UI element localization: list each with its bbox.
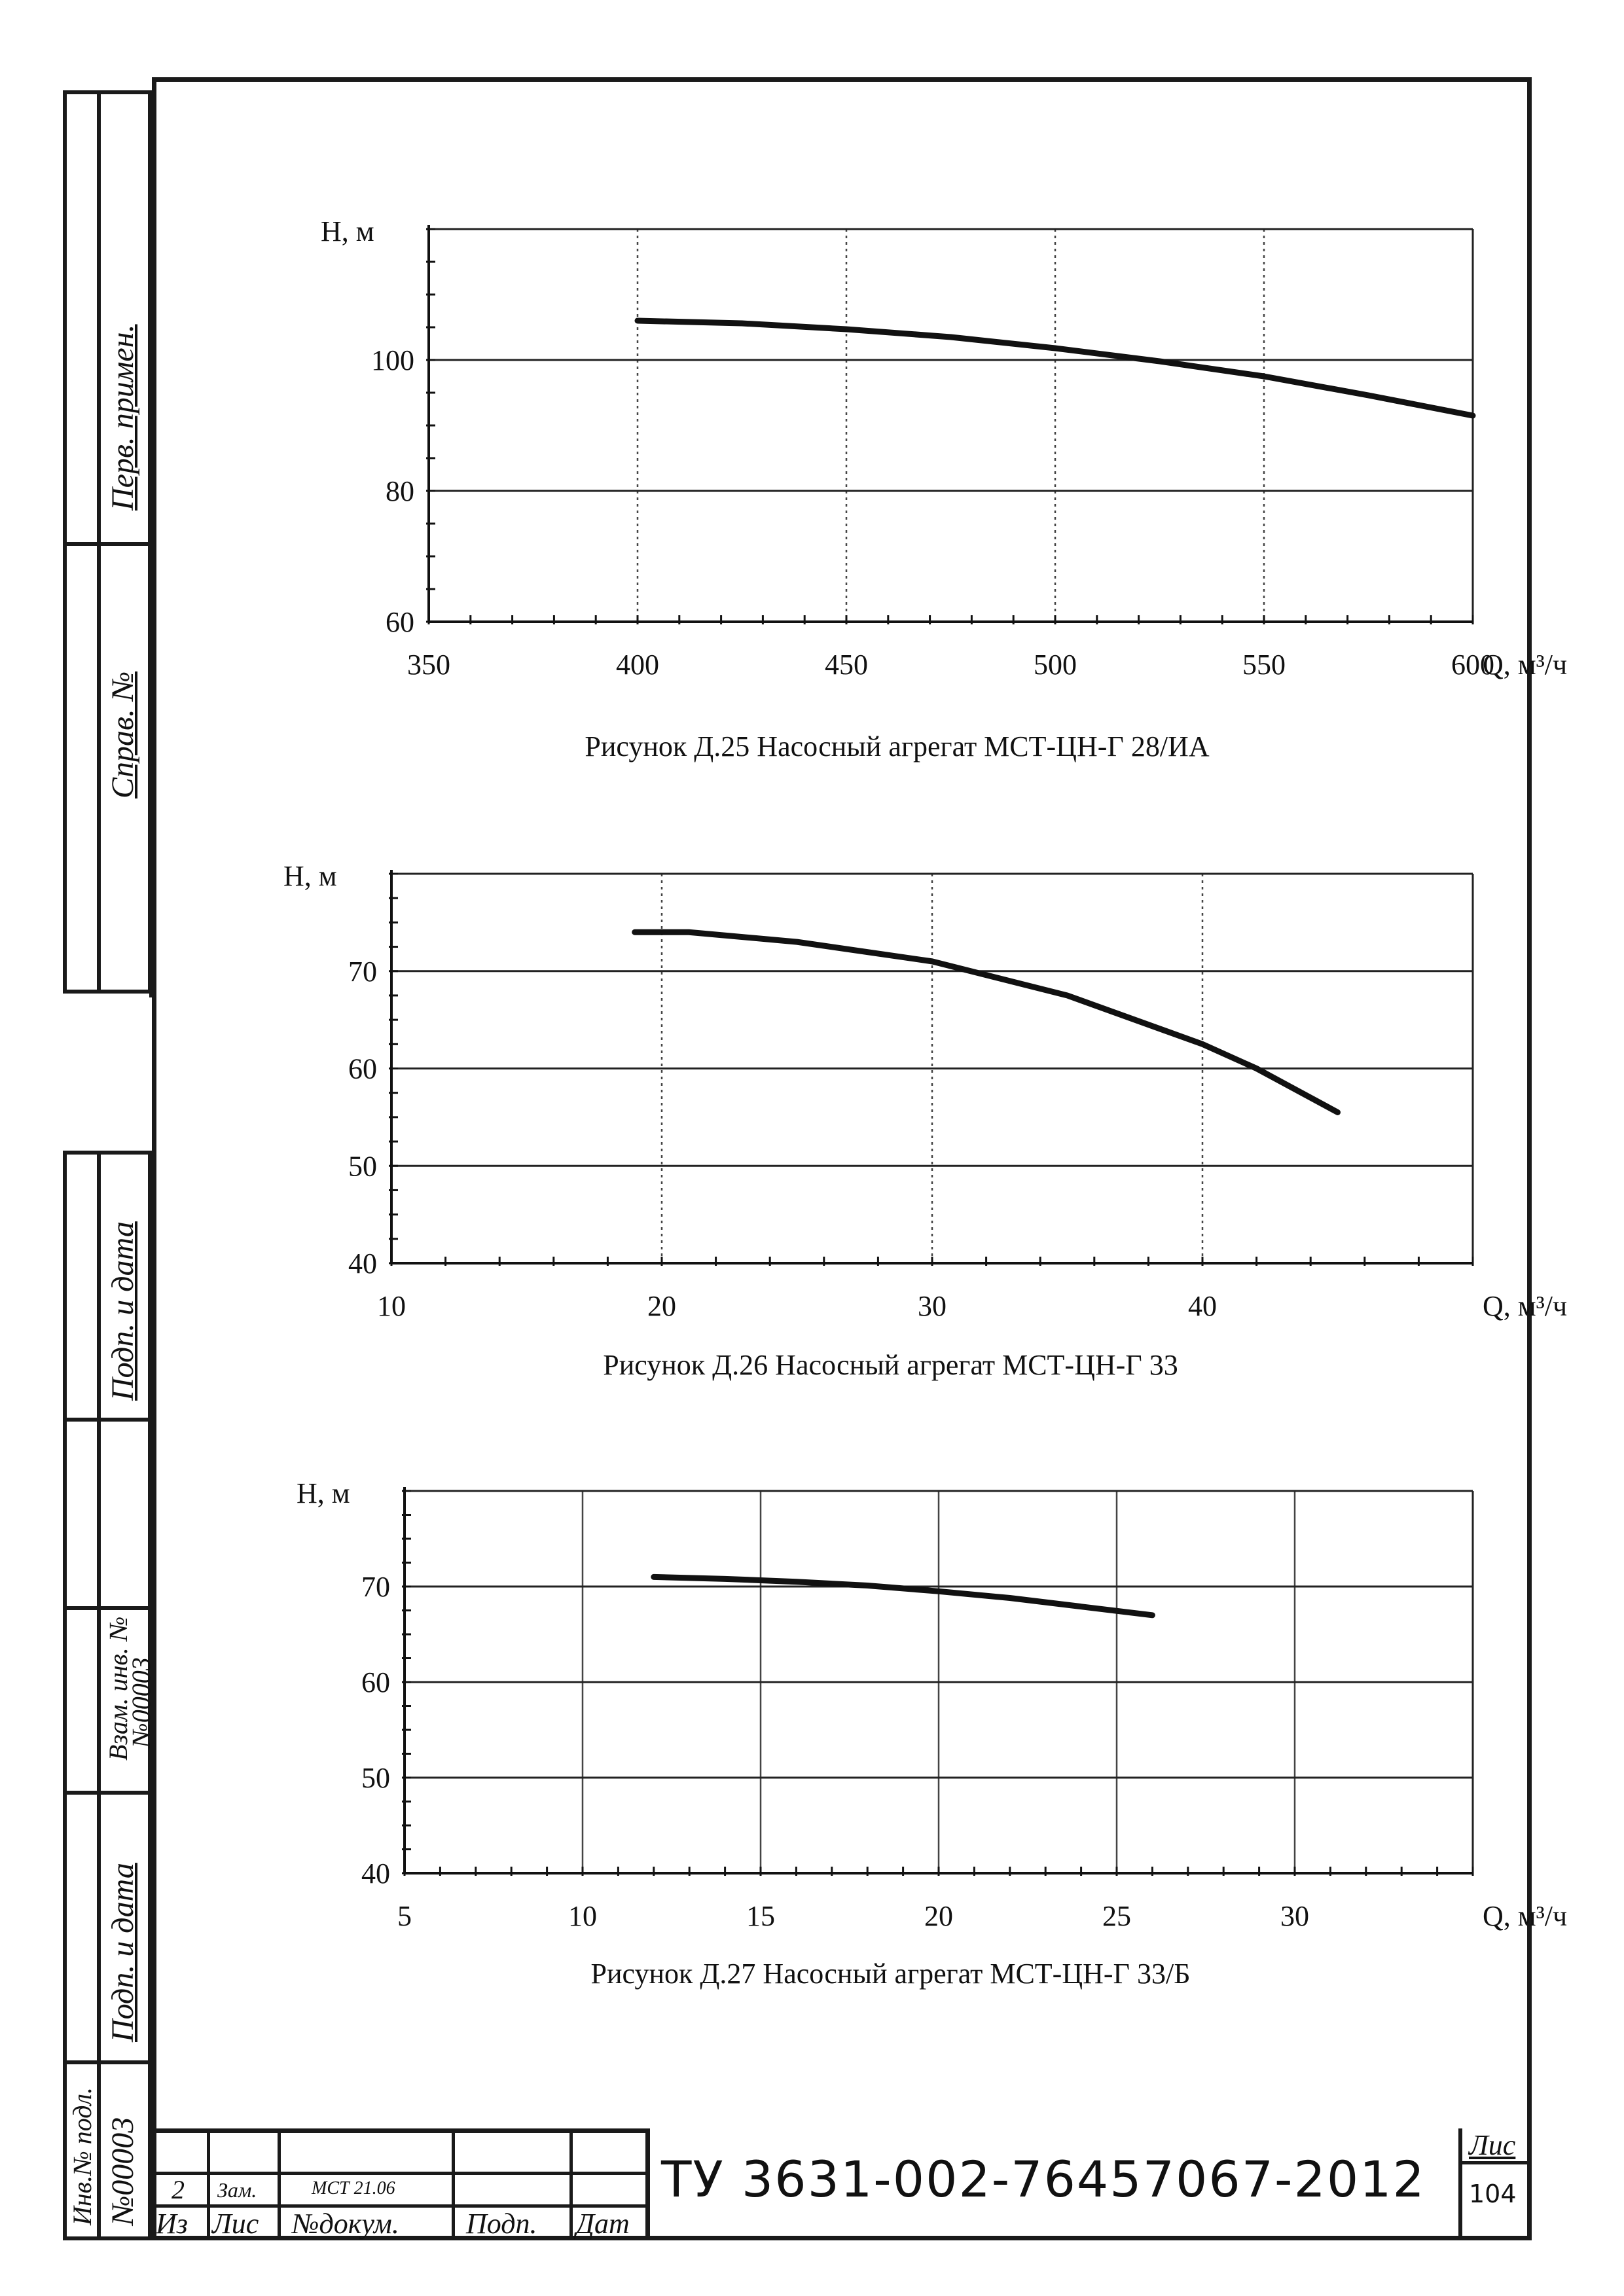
- tb-line: [1458, 2128, 1462, 2240]
- margin-divider: [97, 1151, 101, 2240]
- tb-header-izm: Из: [156, 2208, 188, 2240]
- tb-line: [569, 2128, 573, 2240]
- y-tick-label: 40: [348, 1247, 377, 1280]
- tb-header-docno: №докум.: [292, 2208, 399, 2240]
- y-axis-label: H, м: [283, 860, 337, 892]
- y-tick-label: 60: [348, 1053, 377, 1085]
- y-tick-label: 100: [371, 344, 414, 376]
- y-tick-label: 70: [348, 956, 377, 988]
- tb-header-data: Дат: [576, 2208, 630, 2240]
- series-line: [651, 1573, 1155, 1619]
- x-axis-label: Q, м³/ч: [1483, 649, 1567, 681]
- tb-line: [278, 2128, 281, 2240]
- y-axis-label: H, м: [297, 1477, 350, 1509]
- margin-column-lower: [63, 1151, 152, 2240]
- x-tick-label: 25: [1102, 1900, 1131, 1932]
- drawing-frame: [152, 77, 1532, 2240]
- margin-divider: [97, 90, 101, 994]
- x-tick-label: 350: [407, 649, 450, 681]
- x-tick-label: 5: [397, 1900, 412, 1932]
- figure-caption-d27: Рисунок Д.27 Насосный агрегат МСТ-ЦН-Г 3…: [590, 1958, 1191, 1990]
- y-tick-label: 50: [348, 1150, 377, 1182]
- x-tick-label: 30: [1280, 1900, 1309, 1932]
- tb-line: [152, 2204, 649, 2208]
- x-tick-label: 15: [746, 1900, 775, 1932]
- x-tick-label: 500: [1034, 649, 1077, 681]
- x-tick-label: 400: [616, 649, 659, 681]
- x-tick-label: 30: [918, 1290, 947, 1322]
- series-line: [634, 317, 1476, 419]
- y-tick-label: 60: [386, 606, 414, 638]
- margin-divider: [149, 994, 156, 997]
- x-tick-label: 40: [1188, 1290, 1217, 1322]
- tb-line: [152, 2128, 649, 2133]
- figure-caption-d26: Рисунок Д.26 Насосный агрегат МСТ-ЦН-Г 3…: [603, 1349, 1178, 1381]
- margin-divider: [63, 542, 152, 546]
- y-tick-label: 70: [361, 1571, 390, 1603]
- tb-line: [207, 2128, 210, 2240]
- figure-caption-d25: Рисунок Д.25 Насосный агрегат МСТ-ЦН-Г 2…: [585, 730, 1210, 762]
- y-tick-label: 60: [361, 1666, 390, 1698]
- x-tick-label: 550: [1242, 649, 1286, 681]
- tb-line: [645, 2128, 650, 2240]
- tb-line: [152, 2172, 649, 2175]
- x-tick-label: 450: [825, 649, 868, 681]
- margin-divider: [63, 2060, 152, 2064]
- x-tick-label: 20: [924, 1900, 953, 1932]
- document-code: ТУ 3631-002-76457067-2012: [661, 2150, 1426, 2208]
- tb-header-list: Лис: [212, 2208, 259, 2240]
- tb-line: [1458, 2161, 1532, 2164]
- y-tick-label: 50: [361, 1762, 390, 1794]
- x-tick-label: 600: [1451, 649, 1494, 681]
- sheet-number: 104: [1469, 2179, 1517, 2208]
- tb-header-podp: Подп.: [466, 2208, 537, 2240]
- y-tick-label: 80: [386, 475, 414, 507]
- margin-divider: [63, 1791, 152, 1795]
- margin-divider: [63, 1606, 152, 1610]
- series-line: [632, 929, 1341, 1115]
- sheet-label: Лис: [1469, 2129, 1516, 2161]
- x-axis-label: Q, м³/ч: [1483, 1900, 1567, 1932]
- tb-izm-value: 2: [171, 2175, 185, 2204]
- y-tick-label: 40: [361, 1857, 390, 1890]
- y-axis-label: H, м: [321, 215, 374, 247]
- margin-divider: [63, 1418, 152, 1422]
- x-axis-label: Q, м³/ч: [1483, 1290, 1567, 1322]
- tb-line: [452, 2128, 455, 2240]
- tb-list-value: Зам.: [217, 2178, 257, 2202]
- x-tick-label: 20: [647, 1290, 676, 1322]
- x-tick-label: 10: [568, 1900, 597, 1932]
- x-tick-label: 10: [377, 1290, 406, 1322]
- tb-docno-value: МСТ 21.06: [312, 2178, 395, 2198]
